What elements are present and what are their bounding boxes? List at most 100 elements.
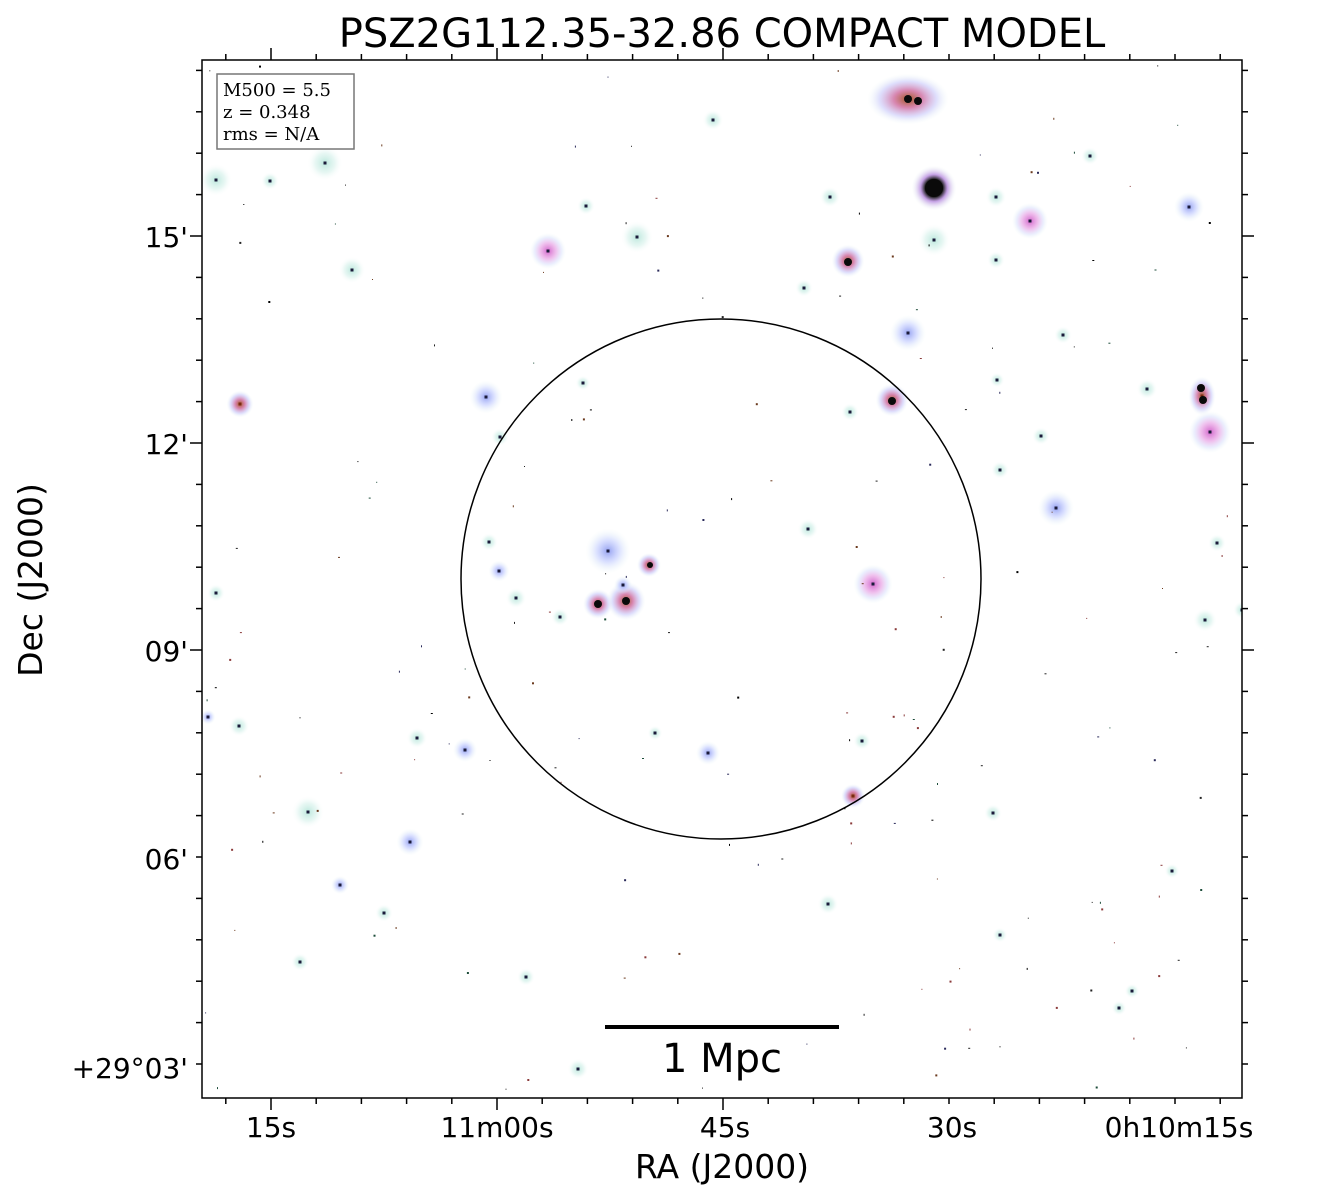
noise-pixel <box>625 575 627 578</box>
source-core <box>711 118 715 122</box>
noise-pixel <box>234 929 236 931</box>
noise-pixel <box>376 481 378 483</box>
noise-pixel <box>1160 864 1163 866</box>
source-core <box>484 395 488 399</box>
dec-tick-label: 15' <box>145 221 188 254</box>
noise-pixel <box>340 772 343 774</box>
source-core <box>487 540 491 544</box>
noise-pixel <box>1016 571 1019 574</box>
tick-marks <box>190 48 1254 1110</box>
noise-pixel <box>448 743 450 745</box>
noise-pixel <box>1175 652 1178 654</box>
scale-bar-label: 1 Mpc <box>662 1036 782 1082</box>
noise-pixel <box>262 840 264 843</box>
noise-pixel <box>1101 908 1104 911</box>
noise-pixel <box>666 235 669 238</box>
source-core <box>594 600 602 608</box>
noise-pixel <box>935 1074 938 1077</box>
ra-tick-label: 0h10m15s <box>1105 1111 1254 1144</box>
source-core <box>994 195 998 199</box>
source-core <box>828 195 832 199</box>
noise-pixel <box>604 618 607 621</box>
noise-pixel <box>505 1088 507 1090</box>
source-core <box>998 468 1002 472</box>
source-core <box>932 238 936 242</box>
noise-pixel <box>468 696 471 699</box>
source-core <box>906 331 910 335</box>
noise-pixel <box>1109 727 1111 729</box>
noise-pixel <box>1092 260 1095 261</box>
noise-pixel <box>737 696 740 699</box>
dec-tick-label: +29°03' <box>72 1052 188 1085</box>
noise-pixel <box>1206 646 1209 648</box>
dec-tick-label: 09' <box>145 635 188 668</box>
source-core <box>237 724 241 728</box>
noise-pixel <box>229 658 232 661</box>
noise-pixel <box>858 212 860 215</box>
source-core <box>497 569 501 573</box>
noise-pixel <box>1108 342 1111 344</box>
source-core <box>268 179 272 183</box>
noise-pixel <box>1208 222 1211 224</box>
noise-pixel <box>839 295 842 297</box>
noise-pixel <box>1073 346 1075 348</box>
noise-pixel <box>414 759 416 761</box>
noise-pixel <box>937 783 938 785</box>
noise-pixel <box>999 1046 1001 1048</box>
source-core <box>706 751 710 755</box>
noise-pixel <box>968 1047 971 1049</box>
noise-pixel <box>731 498 733 501</box>
noise-pixel <box>702 519 705 521</box>
source-core <box>826 902 830 906</box>
source-core <box>558 615 562 619</box>
noise-pixel <box>434 344 435 347</box>
source-core <box>408 840 412 844</box>
r500-aperture-circle <box>460 318 982 840</box>
noise-pixel <box>894 628 897 631</box>
noise-pixel <box>781 858 784 860</box>
noise-pixel <box>578 738 580 740</box>
source-core <box>848 410 852 414</box>
noise-pixel <box>770 480 773 482</box>
noise-pixel <box>543 271 544 273</box>
noise-pixel <box>846 712 849 714</box>
source-core <box>498 435 502 439</box>
noise-pixel <box>239 632 242 634</box>
noise-pixel <box>1030 171 1033 174</box>
noise-pixel <box>398 670 400 673</box>
source-core <box>995 378 999 382</box>
noise-pixel <box>316 809 319 812</box>
noise-pixel <box>1154 269 1157 271</box>
source-core <box>214 591 218 595</box>
noise-pixel <box>969 1028 971 1031</box>
x-axis-label: RA (J2000) <box>635 1147 809 1186</box>
noise-pixel <box>1129 185 1131 187</box>
source-core <box>1197 384 1205 392</box>
noise-pixel <box>624 879 627 882</box>
ra-tick-label: 30s <box>927 1111 977 1144</box>
noise-pixel <box>666 509 668 512</box>
noise-pixel <box>1133 1037 1135 1040</box>
noise-pixel <box>574 145 576 148</box>
source-core <box>584 204 588 208</box>
noise-pixel <box>979 154 981 156</box>
plot-title: PSZ2G112.35-32.86 COMPACT MODEL <box>339 11 1106 57</box>
source-core <box>1028 219 1032 223</box>
source-core <box>914 97 922 105</box>
noise-pixel <box>1086 617 1088 619</box>
noise-pixel <box>548 611 551 613</box>
source-core <box>802 286 806 290</box>
noise-pixel <box>466 972 469 974</box>
noise-pixel <box>268 301 271 303</box>
noise-pixel <box>527 1079 530 1081</box>
source-core <box>1061 333 1065 337</box>
source-core <box>382 911 386 915</box>
noise-pixel <box>1053 117 1055 120</box>
noise-pixel <box>644 956 647 959</box>
noise-pixel <box>368 497 371 499</box>
noise-pixel <box>299 717 301 719</box>
noise-pixel <box>1199 796 1202 799</box>
noise-pixel <box>912 719 915 720</box>
source-core <box>994 258 998 262</box>
source-core <box>463 748 467 752</box>
